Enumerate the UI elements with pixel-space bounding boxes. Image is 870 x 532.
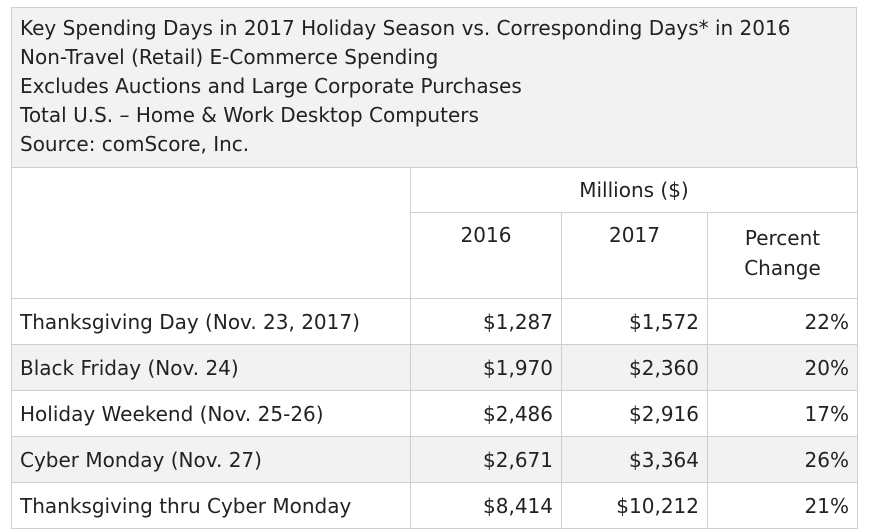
value-2017: $2,360 xyxy=(561,344,708,391)
row-label: Cyber Monday (Nov. 27) xyxy=(11,436,411,483)
caption-scope: Total U.S. – Home & Work Desktop Compute… xyxy=(20,103,479,127)
value-2017: $2,916 xyxy=(561,390,708,437)
row-label: Thanksgiving thru Cyber Monday xyxy=(11,482,411,529)
spending-table-figure: Key Spending Days in 2017 Holiday Season… xyxy=(11,7,858,529)
percent-change: 21% xyxy=(707,482,858,529)
table-row: Thanksgiving thru Cyber Monday $8,414 $10,… xyxy=(11,482,858,529)
column-header-percent-change: Percent Change xyxy=(707,212,858,299)
percent-change: 22% xyxy=(707,298,858,345)
row-label: Thanksgiving Day (Nov. 23, 2017) xyxy=(11,298,411,345)
percent-change: 17% xyxy=(707,390,858,437)
value-2017: $1,572 xyxy=(561,298,708,345)
row-label: Holiday Weekend (Nov. 25-26) xyxy=(11,390,411,437)
caption-source: Source: comScore, Inc. xyxy=(20,132,250,156)
value-2016: $2,486 xyxy=(410,390,562,437)
value-2016: $1,970 xyxy=(410,344,562,391)
table-row: Thanksgiving Day (Nov. 23, 2017) $1,287 $1… xyxy=(11,298,858,345)
column-header-2016: 2016 xyxy=(410,212,562,299)
table-row: Holiday Weekend (Nov. 25-26) $2,486 $2,916… xyxy=(11,390,858,437)
table-row: Black Friday (Nov. 24) $1,970 $2,360 20% xyxy=(11,344,858,391)
row-label: Black Friday (Nov. 24) xyxy=(11,344,411,391)
table-body: Thanksgiving Day (Nov. 23, 2017) $1,287 $1… xyxy=(11,298,858,529)
value-2016: $8,414 xyxy=(410,482,562,529)
value-2017: $10,212 xyxy=(561,482,708,529)
column-header-2017: 2017 xyxy=(561,212,708,299)
table-row: Cyber Monday (Nov. 27) $2,671 $3,364 26% xyxy=(11,436,858,483)
percent-change: 26% xyxy=(707,436,858,483)
percent-change: 20% xyxy=(707,344,858,391)
table-caption: Key Spending Days in 2017 Holiday Season… xyxy=(11,7,857,167)
value-2016: $1,287 xyxy=(410,298,562,345)
value-2017: $3,364 xyxy=(561,436,708,483)
caption-exclusions: Excludes Auctions and Large Corporate Pu… xyxy=(20,74,522,98)
caption-title: Key Spending Days in 2017 Holiday Season… xyxy=(20,16,791,40)
value-2016: $2,671 xyxy=(410,436,562,483)
header-corner-cell xyxy=(11,167,411,299)
caption-subtitle: Non-Travel (Retail) E-Commerce Spending xyxy=(20,45,439,69)
units-header: Millions ($) xyxy=(410,167,858,213)
spending-table: Millions ($) 2016 2017 Percent Change Th… xyxy=(11,167,858,529)
